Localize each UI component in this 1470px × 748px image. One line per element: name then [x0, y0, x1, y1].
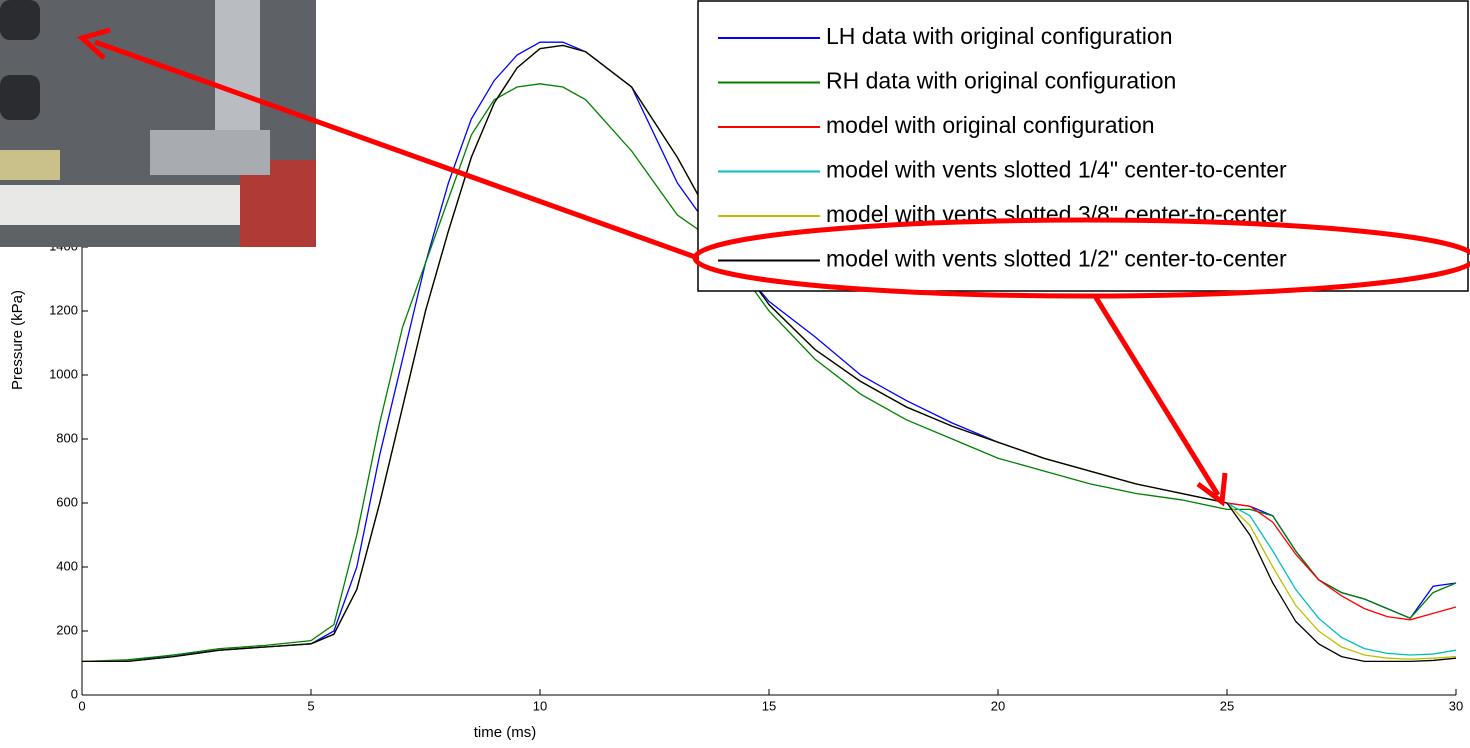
x-tick-label: 20: [991, 698, 1005, 713]
y-tick-label: 600: [56, 494, 78, 509]
x-axis-label: time (ms): [474, 724, 537, 741]
photo-slot: [0, 75, 40, 120]
photo-slot: [0, 0, 40, 40]
y-tick-label: 1200: [49, 302, 78, 317]
legend-label: model with original configuration: [826, 112, 1155, 138]
y-axis-label: Pressure (kPa): [9, 290, 26, 390]
arrow-head: [1196, 472, 1228, 507]
arrow: [94, 39, 699, 261]
inset-photo: [0, 0, 316, 247]
highlight-ellipse: [692, 217, 1470, 299]
legend-label: model with vents slotted 1/2" center-to-…: [826, 246, 1287, 272]
x-tick-label: 15: [762, 698, 776, 713]
arrow-head: [76, 27, 111, 60]
x-tick-label: 0: [78, 698, 85, 713]
legend-label: LH data with original configuration: [826, 23, 1172, 49]
photo-part: [0, 150, 60, 180]
x-tick-label: 10: [533, 698, 547, 713]
photo-ruler: [0, 185, 240, 225]
legend-label: model with vents slotted 1/4" center-to-…: [826, 157, 1287, 183]
x-tick-label: 5: [307, 698, 314, 713]
photo-fitting: [150, 130, 270, 175]
annotations: [76, 27, 1470, 507]
x-tick-label: 30: [1449, 698, 1463, 713]
arrow: [1092, 294, 1221, 497]
legend-label: RH data with original configuration: [826, 68, 1176, 94]
legend: LH data with original configuration RH da…: [697, 0, 1469, 292]
y-tick-label: 0: [71, 686, 78, 701]
x-tick-label: 25: [1220, 698, 1234, 713]
y-tick-label: 800: [56, 430, 78, 445]
y-tick-label: 1000: [49, 366, 78, 381]
y-tick-label: 400: [56, 558, 78, 573]
y-tick-label: 200: [56, 622, 78, 637]
legend-box: [697, 0, 1469, 292]
